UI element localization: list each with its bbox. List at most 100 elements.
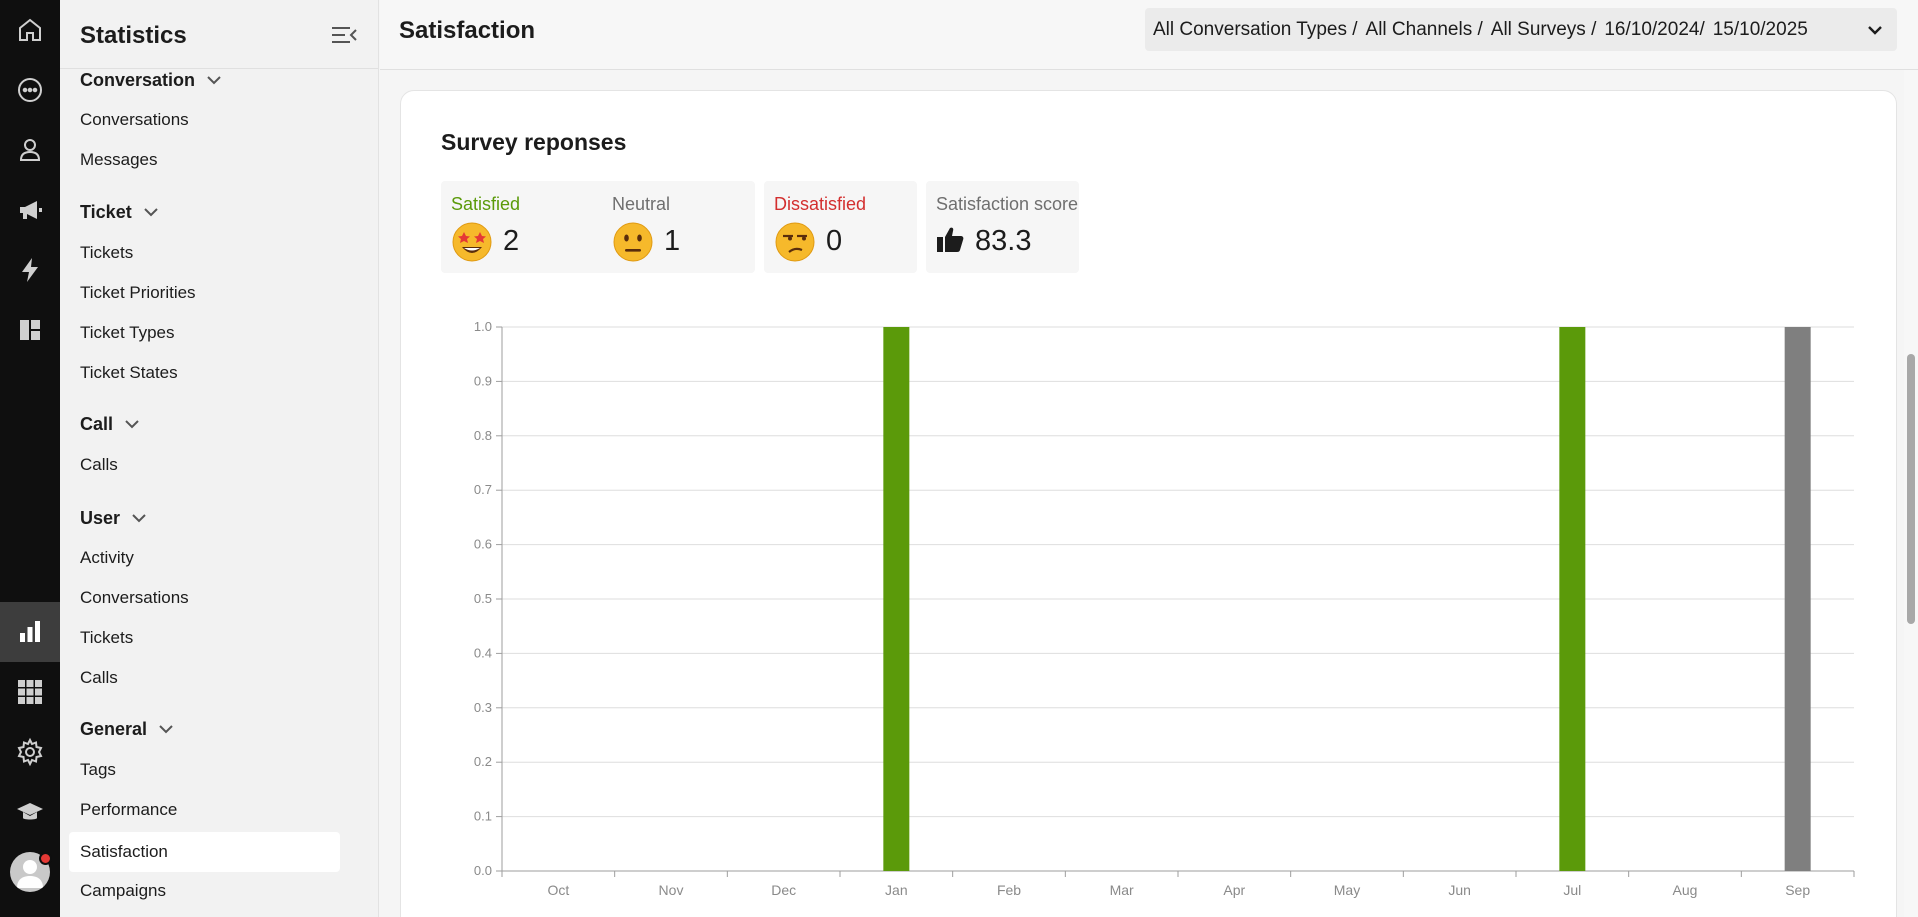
sidebar-item-tags[interactable]: Tags	[69, 750, 378, 790]
scrollbar-thumb[interactable]	[1907, 354, 1915, 624]
sidebar-group-ticket[interactable]: Ticket	[80, 197, 160, 227]
stat-label: Dissatisfied	[774, 194, 867, 214]
lightning-icon[interactable]	[0, 240, 60, 300]
chevron-down-icon	[159, 725, 173, 734]
gear-icon[interactable]	[0, 722, 60, 782]
bar-chart-icon[interactable]	[0, 602, 60, 662]
avatar[interactable]	[10, 852, 52, 892]
sidebar-header: Statistics	[60, 0, 378, 69]
sidebar-item-user-activity[interactable]: Activity	[69, 538, 378, 578]
sidebar-group-conversation[interactable]: Conversation	[80, 65, 223, 95]
sidebar-group-user[interactable]: User	[80, 503, 148, 533]
sidebar-item-label: Activity	[80, 548, 134, 567]
y-tick-label: 0.1	[474, 809, 492, 824]
chevron-down-icon	[143, 208, 158, 217]
stat-value: 2	[503, 225, 520, 257]
main-scrollbar[interactable]	[1904, 70, 1918, 917]
sidebar-item-label: Tickets	[80, 628, 134, 647]
notification-dot	[39, 852, 52, 865]
page-title: Satisfaction	[399, 17, 536, 44]
stat-satisfied: Satisfied 2	[441, 181, 629, 273]
sidebar-item-ticket-types[interactable]: Ticket Types	[69, 313, 378, 353]
card-title: Survey reponses	[441, 129, 627, 155]
y-tick-label: 0.4	[474, 645, 492, 660]
apps-grid-icon[interactable]	[0, 662, 60, 722]
sidebar-item-user-calls[interactable]: Calls	[69, 658, 378, 698]
chat-icon[interactable]	[0, 60, 60, 120]
bar	[883, 327, 910, 871]
x-tick-label: May	[1334, 882, 1360, 898]
stat-neutral: Neutral 1	[602, 181, 755, 273]
sidebar-item-ticket-states[interactable]: Ticket States	[69, 353, 378, 393]
filter-surveys: All Surveys /	[1490, 18, 1597, 40]
x-tick-label: Dec	[771, 882, 796, 898]
graduation-cap-icon[interactable]	[0, 782, 60, 842]
bar	[1784, 327, 1811, 871]
sidebar-item-messages[interactable]: Messages	[69, 140, 378, 180]
stat-value: 0	[826, 225, 843, 257]
stat-value: 1	[664, 225, 681, 257]
sidebar-group-call[interactable]: Call	[80, 409, 141, 439]
sidebar-item-satisfaction[interactable]: Satisfaction	[69, 832, 340, 872]
survey-responses-card: Survey reponses Satisfied 2 Neutral 1 Di…	[400, 90, 1897, 917]
collapse-sidebar-icon[interactable]	[330, 23, 358, 47]
dashboard-icon[interactable]	[0, 300, 60, 360]
home-icon[interactable]	[0, 0, 60, 60]
sidebar-group-label: User	[80, 507, 121, 528]
sidebar-group-label: Conversation	[80, 69, 196, 90]
sidebar-item-conversations[interactable]: Conversations	[69, 100, 378, 140]
sidebar-item-label: Conversations	[80, 110, 189, 129]
sidebar-item-user-tickets[interactable]: Tickets	[69, 618, 378, 658]
statistics-sidebar: Conversation Conversations Messages Tick…	[60, 0, 379, 917]
app-rail	[0, 0, 60, 917]
sidebar-item-campaigns[interactable]: Campaigns	[69, 871, 378, 911]
sidebar-item-label: Calls	[80, 455, 118, 474]
chevron-down-icon	[132, 514, 146, 523]
x-tick-label: Feb	[997, 882, 1021, 898]
x-tick-label: Mar	[1110, 882, 1134, 898]
stat-label: Neutral	[612, 194, 671, 214]
sidebar-item-tickets[interactable]: Tickets	[69, 233, 378, 273]
thumbs-up-icon	[937, 227, 964, 252]
x-tick-label: Jan	[885, 882, 908, 898]
sidebar-item-label: Tags	[80, 760, 116, 779]
sidebar-item-label: Ticket States	[80, 363, 178, 382]
y-tick-label: 1.0	[474, 319, 492, 334]
filter-conversation-type: All Conversation Types /	[1153, 18, 1358, 40]
x-tick-label: Apr	[1223, 882, 1245, 898]
sidebar-item-label: Performance	[80, 800, 178, 819]
y-tick-label: 0.6	[474, 537, 492, 552]
filter-end-date: 15/10/2025	[1712, 18, 1808, 40]
megaphone-icon[interactable]	[0, 180, 60, 240]
stat-dissatisfied: Dissatisfied 0	[764, 181, 917, 273]
sidebar-item-ticket-priorities[interactable]: Ticket Priorities	[69, 273, 378, 313]
sidebar-item-performance[interactable]: Performance	[69, 790, 378, 830]
sidebar-item-label: Messages	[80, 150, 158, 169]
filter-selector[interactable]: All Conversation Types / All Channels / …	[1145, 8, 1897, 51]
x-tick-label: Aug	[1673, 882, 1698, 898]
x-tick-label: Jun	[1448, 882, 1471, 898]
y-tick-label: 0.3	[474, 700, 492, 715]
filter-start-date: 16/10/2024/	[1604, 18, 1705, 40]
y-tick-label: 0.9	[474, 373, 492, 388]
sidebar-item-label: Tickets	[80, 243, 134, 262]
page-header: Satisfaction All Conversation Types / Al…	[380, 0, 1918, 70]
sidebar-item-user-conversations[interactable]: Conversations	[69, 578, 378, 618]
y-tick-label: 0.2	[474, 754, 492, 769]
x-tick-label: Sep	[1785, 882, 1810, 898]
survey-responses-chart: 0.0 0.1 0.2 0.3 0.4 0.5 0.6 0.7 0.8 0.9 1.0 Oct Nov D…	[474, 319, 1855, 898]
x-tick-label: Oct	[547, 882, 569, 898]
sidebar-group-general[interactable]: General	[80, 714, 175, 744]
sidebar-item-label: Ticket Types	[80, 323, 175, 342]
stat-satisfaction-score: Satisfaction score 83.3	[926, 181, 1079, 273]
sidebar-group-label: Ticket	[80, 201, 132, 222]
sidebar-item-label: Campaigns	[80, 881, 166, 900]
bar	[1559, 327, 1586, 871]
user-icon[interactable]	[0, 120, 60, 180]
y-tick-label: 0.8	[474, 428, 492, 443]
star-struck-emoji-icon	[452, 222, 492, 262]
sidebar-item-label: Calls	[80, 668, 118, 687]
stat-label: Satisfaction score	[936, 194, 1079, 214]
sidebar-item-calls[interactable]: Calls	[69, 445, 378, 485]
y-tick-label: 0.0	[474, 863, 492, 878]
